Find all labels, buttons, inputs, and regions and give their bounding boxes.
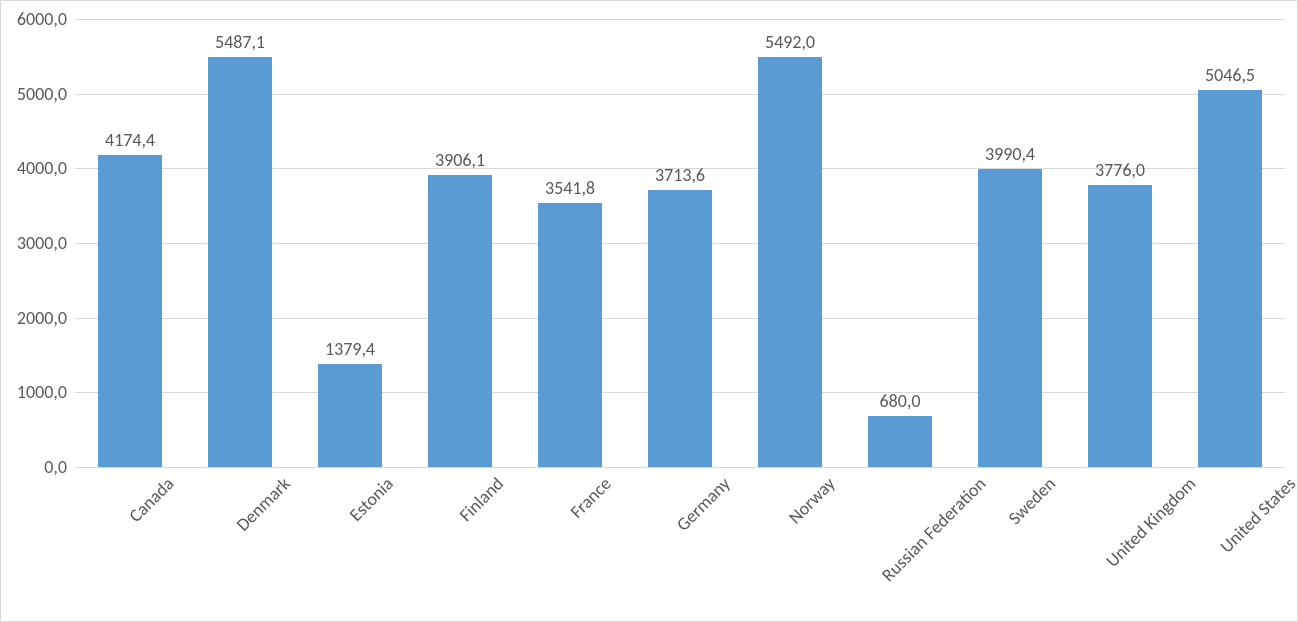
data-label: 3906,1 xyxy=(435,149,485,171)
x-tick-label: Estonia xyxy=(339,467,398,526)
x-tick-label: Norway xyxy=(778,467,839,528)
y-tick-label: 3000,0 xyxy=(17,232,75,254)
y-tick-label: 4000,0 xyxy=(17,157,75,179)
y-tick-label: 6000,0 xyxy=(17,8,75,30)
y-tick-label: 2000,0 xyxy=(17,307,75,329)
x-tick-label: Denmark xyxy=(226,467,295,536)
data-label: 5492,0 xyxy=(765,31,815,53)
gridline xyxy=(75,19,1285,20)
gridline xyxy=(75,467,1285,468)
bar xyxy=(978,169,1042,467)
bar xyxy=(868,416,932,467)
data-label: 3990,4 xyxy=(985,143,1035,165)
bar xyxy=(428,175,492,467)
data-label: 5046,5 xyxy=(1205,64,1255,86)
bar xyxy=(1198,90,1262,467)
bar xyxy=(318,364,382,467)
x-tick-label: Russian Federation xyxy=(871,467,990,586)
data-label: 3776,0 xyxy=(1095,159,1145,181)
x-tick-label: Germany xyxy=(666,467,734,535)
x-tick-label: Canada xyxy=(119,467,179,527)
bar xyxy=(1088,185,1152,467)
bar xyxy=(208,57,272,467)
x-tick-label: Sweden xyxy=(998,467,1060,529)
data-label: 4174,4 xyxy=(105,129,155,151)
y-tick-label: 1000,0 xyxy=(17,381,75,403)
bar xyxy=(758,57,822,467)
bar xyxy=(648,190,712,467)
bar xyxy=(98,155,162,467)
data-label: 3541,8 xyxy=(545,177,595,199)
data-label: 680,0 xyxy=(880,390,921,412)
data-label: 5487,1 xyxy=(215,31,265,53)
x-tick-label: United States xyxy=(1210,467,1298,557)
chart-frame: 0,0 1000,0 2000,0 3000,0 4000,0 5000,0 6000,0 4… xyxy=(0,0,1298,622)
x-tick-label: France xyxy=(560,467,616,523)
y-tick-label: 5000,0 xyxy=(17,83,75,105)
y-tick-label: 0,0 xyxy=(44,456,75,478)
bar xyxy=(538,203,602,467)
data-label: 3713,6 xyxy=(655,164,705,186)
x-tick-label: Finland xyxy=(449,467,508,526)
data-label: 1379,4 xyxy=(325,338,375,360)
x-tick-label: United Kingdom xyxy=(1096,467,1201,572)
plot-area: 0,01000,02000,03000,04000,05000,06000,04… xyxy=(75,19,1285,467)
